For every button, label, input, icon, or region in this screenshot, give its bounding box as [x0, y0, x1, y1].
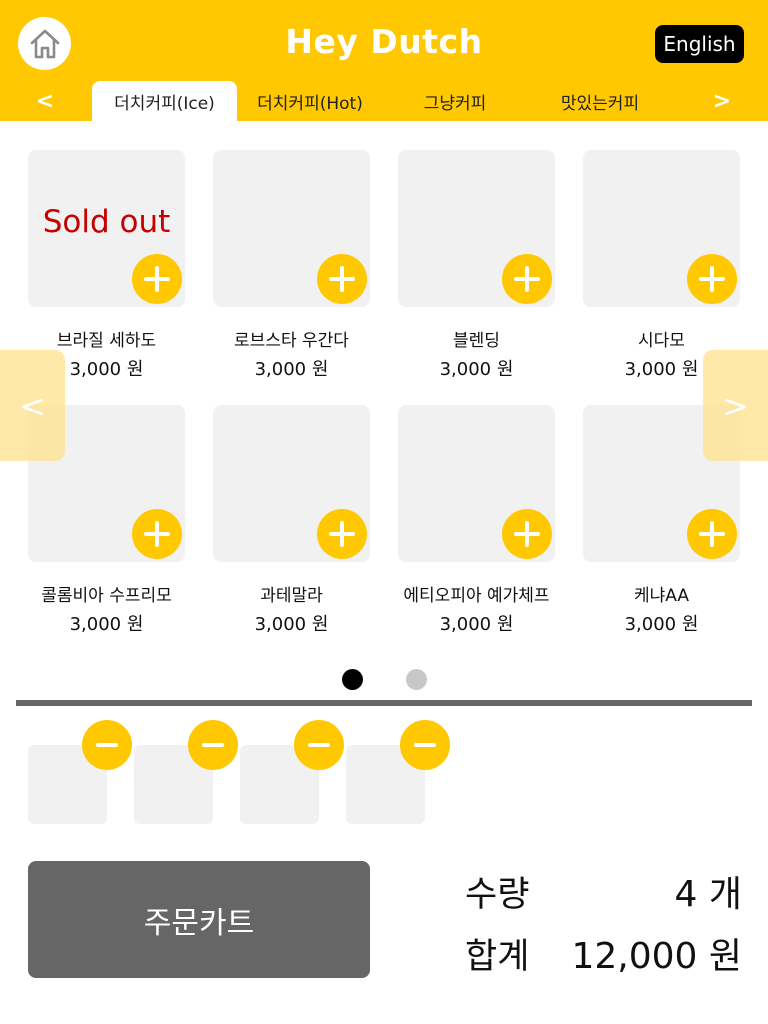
add-button[interactable] [132, 254, 182, 304]
plus-icon [699, 521, 725, 547]
add-button[interactable] [132, 509, 182, 559]
quantity-label: 수량 [465, 875, 530, 915]
add-button[interactable] [317, 509, 367, 559]
page-prev-button[interactable]: < [0, 350, 65, 461]
tab-plain-coffee[interactable]: 그냥커피 [423, 93, 487, 114]
divider [16, 700, 752, 706]
tab-tasty-coffee[interactable]: 맛있는커피 [560, 93, 640, 114]
plus-icon [329, 521, 355, 547]
category-next-button[interactable]: > [712, 88, 732, 114]
app-title: Hey Dutch [285, 22, 483, 61]
minus-icon [96, 743, 118, 747]
product-name: 로브스타 우간다 [234, 331, 349, 351]
product-price: 3,000 원 [254, 614, 329, 635]
language-button[interactable]: English [655, 25, 744, 63]
header: Hey Dutch English < 더치커피(Ice) 더치커피(Hot) … [0, 0, 768, 121]
minus-icon [308, 743, 330, 747]
page-dot[interactable] [406, 669, 427, 690]
product-price: 3,000 원 [439, 614, 514, 635]
add-button[interactable] [687, 254, 737, 304]
product-name: 케냐AA [633, 586, 689, 606]
plus-icon [144, 266, 170, 292]
page-next-button[interactable]: > [703, 350, 768, 461]
product-price: 3,000 원 [254, 359, 329, 380]
plus-icon [329, 266, 355, 292]
add-button[interactable] [317, 254, 367, 304]
tab-dutch-hot[interactable]: 더치커피(Hot) [257, 93, 363, 114]
add-button[interactable] [687, 509, 737, 559]
total-label: 합계 [465, 937, 530, 977]
product-name: 과테말라 [260, 586, 323, 606]
remove-button[interactable] [400, 720, 450, 770]
tab-dutch-ice[interactable]: 더치커피(Ice) [92, 81, 237, 121]
product-name: 시다모 [638, 331, 685, 351]
product-price: 3,000 원 [69, 359, 144, 380]
plus-icon [514, 266, 540, 292]
add-button[interactable] [502, 509, 552, 559]
plus-icon [699, 266, 725, 292]
product-price: 3,000 원 [624, 359, 699, 380]
order-cart-button[interactable]: 주문카트 [28, 861, 370, 978]
product-name: 콜롬비아 수프리모 [41, 586, 172, 606]
minus-icon [414, 743, 436, 747]
product-price: 3,000 원 [624, 614, 699, 635]
page-dot-active[interactable] [342, 669, 363, 690]
product-name: 에티오피아 예가체프 [403, 586, 550, 606]
total-value: 12,000 원 [571, 936, 742, 977]
product-price: 3,000 원 [69, 614, 144, 635]
home-button[interactable] [18, 17, 71, 70]
remove-button[interactable] [294, 720, 344, 770]
quantity-value: 4 개 [674, 874, 742, 915]
category-prev-button[interactable]: < [35, 88, 55, 114]
plus-icon [514, 521, 540, 547]
product-name: 브라질 세하도 [56, 331, 157, 351]
minus-icon [202, 743, 224, 747]
remove-button[interactable] [82, 720, 132, 770]
home-icon [30, 29, 59, 58]
plus-icon [144, 521, 170, 547]
add-button[interactable] [502, 254, 552, 304]
sold-out-label: Sold out [42, 204, 171, 240]
product-price: 3,000 원 [439, 359, 514, 380]
product-name: 블렌딩 [453, 331, 500, 351]
remove-button[interactable] [188, 720, 238, 770]
